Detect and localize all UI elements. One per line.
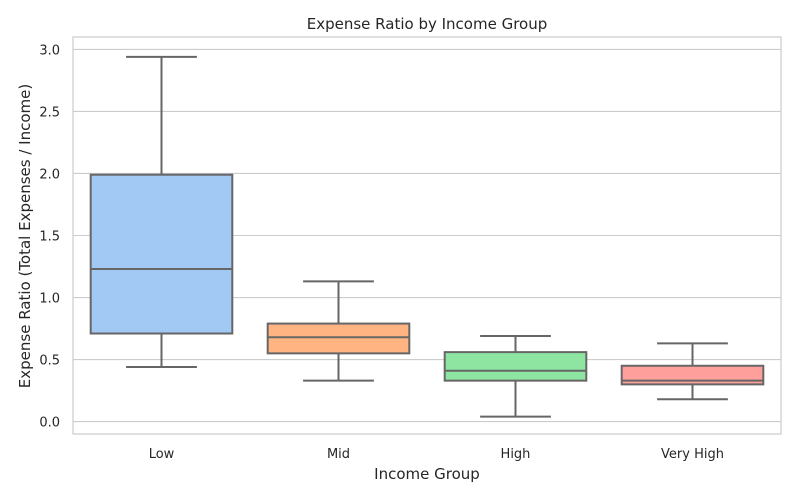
y-tick-label: 1.0 (39, 292, 60, 307)
x-tick-labels: Low Mid High Very High (149, 447, 724, 462)
x-tick-label: Mid (327, 447, 350, 462)
plot-frame (72, 36, 782, 435)
y-tick-label: 0.0 (39, 416, 60, 431)
box-iqr (89, 173, 234, 335)
y-tick-label: 3.0 (39, 43, 60, 58)
x-tick-label: High (501, 447, 531, 462)
y-tick-label: 2.0 (39, 167, 60, 182)
y-tick-label: 2.5 (39, 105, 60, 120)
box-group (89, 55, 234, 369)
box-iqr (266, 322, 411, 355)
box-group (443, 334, 588, 418)
x-tick-label: Very High (661, 447, 724, 462)
x-tick-label: Low (149, 447, 175, 462)
box-iqr (443, 351, 588, 382)
chart-title: Expense Ratio by Income Group (307, 15, 548, 33)
y-tick-label: 1.5 (39, 230, 60, 245)
y-tick-label: 0.5 (39, 354, 60, 369)
y-axis-label: Expense Ratio (Total Expenses / Income) (16, 84, 34, 388)
y-tick-labels: 0.0 0.5 1.0 1.5 2.0 2.5 3.0 (39, 43, 60, 430)
x-axis-label: Income Group (374, 465, 480, 483)
boxes-layer (89, 55, 765, 418)
box-group (266, 280, 411, 382)
box-group (620, 342, 765, 401)
